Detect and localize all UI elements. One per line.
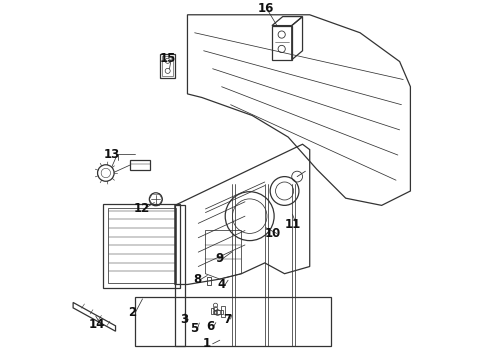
- Text: 2: 2: [128, 306, 136, 319]
- Text: 5: 5: [190, 322, 198, 335]
- Text: 13: 13: [104, 148, 120, 161]
- Bar: [272, 26, 292, 60]
- Text: 16: 16: [258, 2, 274, 15]
- Bar: [206, 277, 211, 285]
- Bar: [103, 203, 180, 288]
- Text: 4: 4: [218, 278, 226, 291]
- Text: 6: 6: [206, 320, 214, 333]
- Bar: [161, 54, 175, 78]
- Text: 12: 12: [134, 202, 150, 215]
- Bar: [175, 205, 185, 346]
- Text: 15: 15: [160, 52, 176, 65]
- Bar: [108, 208, 176, 283]
- Text: 10: 10: [265, 227, 281, 240]
- Bar: [135, 297, 331, 346]
- Bar: [130, 161, 150, 171]
- Bar: [220, 306, 225, 317]
- Text: 7: 7: [223, 312, 231, 325]
- Text: 3: 3: [180, 313, 188, 326]
- Bar: [216, 310, 222, 314]
- Text: 14: 14: [89, 318, 105, 330]
- Bar: [211, 308, 214, 314]
- Text: 9: 9: [215, 252, 223, 265]
- Text: 1: 1: [203, 337, 211, 350]
- Text: 8: 8: [194, 273, 202, 285]
- Bar: [162, 56, 173, 76]
- Text: 11: 11: [285, 218, 301, 231]
